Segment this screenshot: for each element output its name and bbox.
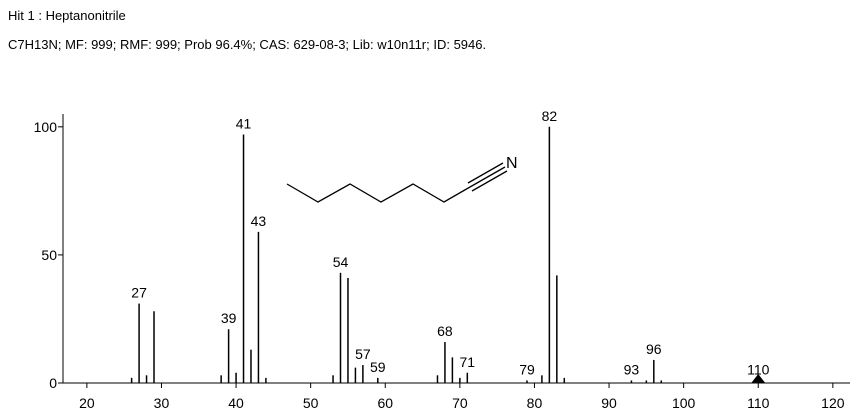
peak-label: 41	[236, 115, 252, 131]
peak-label: 59	[370, 359, 386, 375]
peak-label: 71	[460, 354, 476, 370]
peak-label: 82	[542, 108, 558, 124]
x-tick-label: 30	[154, 395, 170, 411]
x-tick-label: 90	[601, 395, 617, 411]
peak-label: 68	[437, 323, 453, 339]
chart-subtitle: C7H13N; MF: 999; RMF: 999; Prob 96.4%; C…	[8, 37, 486, 52]
x-tick-label: 40	[228, 395, 244, 411]
x-tick-label: 80	[527, 395, 543, 411]
structure	[286, 162, 508, 203]
y-tick-label: 50	[41, 247, 57, 263]
peak-label: 79	[519, 361, 535, 377]
peak-label: 27	[131, 285, 147, 301]
chart-title: Hit 1 : Heptanonitrile	[8, 8, 126, 23]
bond	[467, 162, 504, 184]
x-tick-label: 70	[452, 395, 468, 411]
x-tick-label: 50	[303, 395, 319, 411]
x-tick-label: 60	[377, 395, 393, 411]
y-tick-label: 100	[34, 119, 58, 135]
y-tick-label: 0	[49, 375, 57, 391]
peak-label: 43	[251, 213, 267, 229]
structure-label: N	[506, 155, 518, 172]
x-tick-label: 100	[672, 395, 696, 411]
x-tick-label: 20	[79, 395, 95, 411]
marker	[751, 374, 766, 383]
bond	[469, 166, 506, 188]
carbon-chain	[286, 183, 471, 203]
peak-label: 93	[624, 361, 640, 377]
peak-label: 54	[333, 254, 349, 270]
x-tick-label: 110	[747, 395, 770, 411]
bond	[471, 170, 508, 192]
x-tick-label: 120	[821, 395, 845, 411]
peak-label: 96	[646, 341, 662, 357]
peak-label: 39	[221, 310, 237, 326]
peak-label: 57	[355, 346, 371, 362]
peak-label: 110	[747, 361, 770, 377]
